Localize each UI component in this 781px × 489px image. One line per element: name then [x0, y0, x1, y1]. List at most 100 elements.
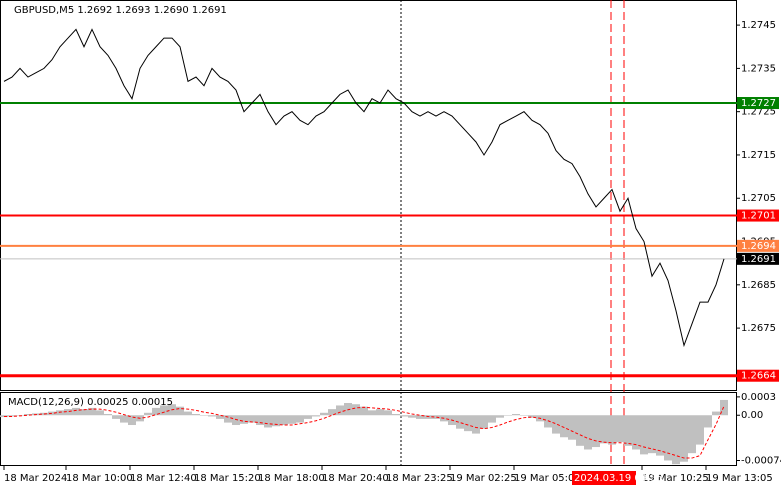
price-line [3, 28, 725, 348]
macd-bar [200, 415, 208, 416]
x-tick-label: 18 Mar 15:20 [194, 473, 261, 484]
macd-bar [584, 415, 592, 450]
macd-bar [432, 415, 440, 419]
macd-bar [616, 415, 624, 443]
x-tick-label: 19 Mar 10:25 [642, 473, 709, 484]
y-tick-label: 0.00 [741, 410, 763, 421]
y-tick-label: 1.2715 [741, 150, 776, 161]
macd-bar [400, 415, 408, 417]
macd-bar [712, 411, 720, 416]
macd-bar [112, 415, 120, 419]
macd-bar [568, 415, 576, 440]
chart-title: GBPUSD,M5 1.2692 1.2693 1.2690 1.2691 [14, 5, 227, 16]
macd-bar [56, 410, 64, 416]
macd-bar [664, 415, 672, 461]
y-tick-label: 1.2725 [741, 107, 776, 118]
macd-bar [528, 415, 536, 418]
macd-bar [392, 414, 400, 416]
macd-bar [600, 415, 608, 444]
macd-bar [520, 415, 528, 416]
macd-bar [320, 412, 328, 416]
macd-bar [328, 409, 336, 416]
macd-bar [408, 415, 416, 418]
macd-bar [704, 415, 712, 428]
level-label: 1.2694 [741, 241, 776, 252]
y-tick-label: 1.2745 [741, 20, 776, 31]
level-label-box [737, 97, 779, 110]
price-panel-border [0, 0, 737, 391]
macd-bar [184, 411, 192, 416]
macd-bar [88, 407, 96, 416]
macd-bar [544, 415, 552, 428]
macd-bar [656, 415, 664, 456]
macd-bar [360, 406, 368, 416]
macd-bar [80, 409, 88, 416]
level-label: 1.2701 [741, 211, 776, 222]
macd-bar [472, 415, 480, 434]
macd-panel-border [0, 392, 737, 466]
macd-bar [96, 410, 104, 416]
macd-bar [512, 414, 520, 416]
macd-bar [280, 415, 288, 426]
macd-bar [128, 415, 136, 426]
macd-bar [504, 415, 512, 416]
y-tick-label: 0.0003 [741, 392, 776, 403]
macd-bar [272, 415, 280, 427]
macd-bar [160, 405, 168, 416]
macd-bar [720, 399, 728, 416]
macd-bar [688, 415, 696, 454]
macd-bar [288, 415, 296, 424]
x-tick-label: 19 Mar 05:05 [514, 473, 581, 484]
macd-bar [344, 403, 352, 416]
plot-layer: 1.27451.27351.27251.27151.27051.26951.26… [0, 20, 781, 485]
macd-bar [480, 415, 488, 429]
macd-bar [488, 415, 496, 423]
macd-bar [312, 415, 320, 417]
macd-bar [152, 407, 160, 416]
macd-bar [496, 415, 504, 418]
macd-bar [640, 415, 648, 455]
y-tick-label: 1.2735 [741, 63, 776, 74]
macd-bar [456, 415, 464, 429]
macd-bar [64, 409, 72, 416]
level-label-box [737, 239, 779, 252]
level-label: 1.2727 [741, 98, 776, 109]
macd-bar [608, 415, 616, 445]
macd-bar [8, 415, 16, 417]
x-tick-label: 19 Mar 13:05 [706, 473, 773, 484]
macd-bar [632, 415, 640, 450]
macd-bar [24, 414, 32, 416]
macd-bar [224, 415, 232, 423]
macd-bar [624, 415, 632, 446]
macd-bar [304, 415, 312, 419]
macd-bar [192, 414, 200, 416]
macd-bar [352, 404, 360, 416]
macd-bar [464, 415, 472, 432]
x-tick-label: 18 Mar 18:00 [258, 473, 325, 484]
y-tick-label: -0.00074 [741, 455, 781, 466]
macd-bar [552, 415, 560, 434]
macd-bar [144, 412, 152, 416]
macd-bar [416, 415, 424, 419]
level-label-box [737, 369, 779, 382]
macd-bar [296, 415, 304, 423]
macd-bar [256, 415, 264, 426]
level-label-box [737, 252, 779, 265]
cursor-label-box [572, 471, 636, 485]
macd-bar [248, 415, 256, 423]
macd-bar [576, 415, 584, 446]
x-tick-label: 18 Mar 23:25 [386, 473, 453, 484]
macd-title: MACD(12,26,9) 0.00025 0.00015 [8, 397, 173, 408]
cursor-label: 2024.03.19 09:35 [574, 473, 663, 484]
x-tick-label: 18 Mar 20:40 [322, 473, 389, 484]
macd-bar [672, 415, 680, 465]
y-tick-label: 1.2675 [741, 323, 776, 334]
y-tick-label: 1.2705 [741, 193, 776, 204]
macd-bar [424, 415, 432, 419]
macd-bar [560, 415, 568, 438]
x-tick-label: 18 Mar 12:40 [130, 473, 197, 484]
macd-bar [216, 415, 224, 419]
